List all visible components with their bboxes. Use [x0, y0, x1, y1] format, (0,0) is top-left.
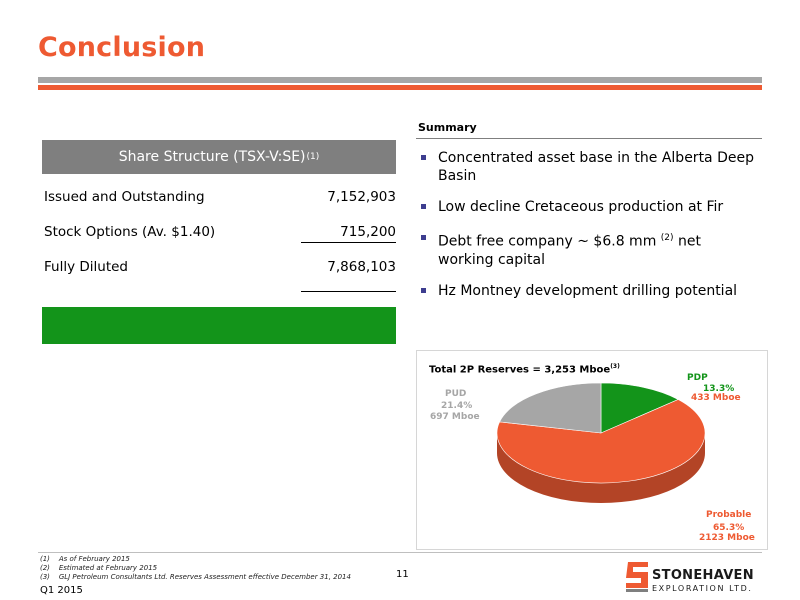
page-title: Conclusion	[38, 32, 206, 63]
total-underline	[301, 291, 396, 292]
bullet-square-icon	[421, 155, 426, 160]
pie-label-pct: 13.3%	[703, 384, 735, 394]
share-row-label: Issued and Outstanding	[44, 189, 205, 205]
pie-label-pct: 21.4%	[441, 401, 473, 411]
pie-label-value: 2123 Mboe	[699, 533, 755, 543]
summary-bullet-text: Debt free company ~ $6.8 mm	[438, 233, 661, 250]
pie-slice-side-probable	[497, 433, 705, 503]
chart-title-note: (3)	[610, 363, 620, 370]
footer-rule	[38, 552, 762, 553]
summary-bullet-note: (2)	[660, 233, 674, 243]
summary-bullet: Hz Montney development drilling potentia…	[418, 282, 758, 300]
summary-bullet-text: Hz Montney development drilling potentia…	[438, 282, 738, 299]
share-structure-header: Share Structure (TSX-V:SE) (1)	[42, 140, 396, 174]
title-rule-gray	[38, 77, 762, 83]
share-row-value: 7,152,903	[327, 189, 396, 205]
footnote: (3) GLJ Petroleum Consultants Ltd. Reser…	[40, 573, 351, 581]
page-number: 11	[396, 569, 409, 580]
pie-label-value: 697 Mboe	[430, 412, 480, 422]
summary-rule	[416, 138, 762, 139]
pie-label-pct: 65.3%	[713, 523, 745, 533]
company-logo: STONEHAVEN EXPLORATION LTD.	[624, 556, 774, 598]
pie-label-name: Probable	[706, 510, 752, 520]
footnotes: (1) As of February 2015 (2) Estimated at…	[40, 555, 351, 582]
reserves-chart-panel: Total 2P Reserves = 3,253 Mboe(3) PDP 13…	[416, 350, 768, 550]
summary-bullet-text: net working capital	[438, 233, 701, 268]
summary-bullet: Debt free company ~ $6.8 mm (2) net work…	[418, 229, 758, 269]
summary-bullet-text: Low decline Cretaceous production at Fir	[438, 199, 724, 215]
pie-slice-pud	[499, 382, 602, 434]
logo-subtitle: EXPLORATION LTD.	[652, 584, 753, 593]
pie-slice-probable	[496, 399, 706, 484]
pie-label-name: PUD	[445, 389, 467, 399]
share-row-label: Stock Options (Av. $1.40)	[44, 224, 216, 240]
share-row-value: 7,868,103	[327, 259, 396, 275]
share-structure-header-text: Share Structure (TSX-V:SE)	[118, 149, 306, 165]
share-structure-header-note: (1)	[306, 152, 320, 162]
green-accent-bar	[42, 307, 396, 344]
summary-bullet: Concentrated asset base in the Alberta D…	[418, 149, 758, 185]
summary-heading: Summary	[418, 121, 477, 134]
footnote: (2) Estimated at February 2015	[40, 564, 158, 572]
bullet-square-icon	[421, 287, 426, 293]
summary-bullet-text: Concentrated asset base in the Alberta D…	[438, 150, 754, 184]
title-rule-orange	[38, 85, 762, 90]
pie-slice-pdp	[600, 382, 679, 434]
pie-chart	[496, 382, 706, 503]
share-row-label: Fully Diluted	[44, 259, 128, 275]
chart-title: Total 2P Reserves = 3,253 Mboe(3)	[429, 363, 620, 375]
chart-title-text: Total 2P Reserves = 3,253 Mboe	[429, 364, 611, 376]
share-row-value: 715,200	[340, 224, 396, 240]
pie-label-value: 433 Mboe	[691, 393, 741, 403]
bullet-square-icon	[421, 235, 426, 240]
bullet-square-icon	[421, 204, 426, 209]
subtotal-underline	[301, 242, 396, 243]
footnote: (1) As of February 2015	[40, 555, 130, 563]
quarter-label: Q1 2015	[40, 585, 83, 596]
summary-bullet: Low decline Cretaceous production at Fir	[418, 198, 758, 216]
pie-label-name: PDP	[687, 373, 708, 383]
stonehaven-logo-icon	[626, 562, 648, 592]
summary-bullet-list: Concentrated asset base in the Alberta D…	[418, 149, 758, 313]
logo-name: STONEHAVEN	[652, 568, 754, 583]
